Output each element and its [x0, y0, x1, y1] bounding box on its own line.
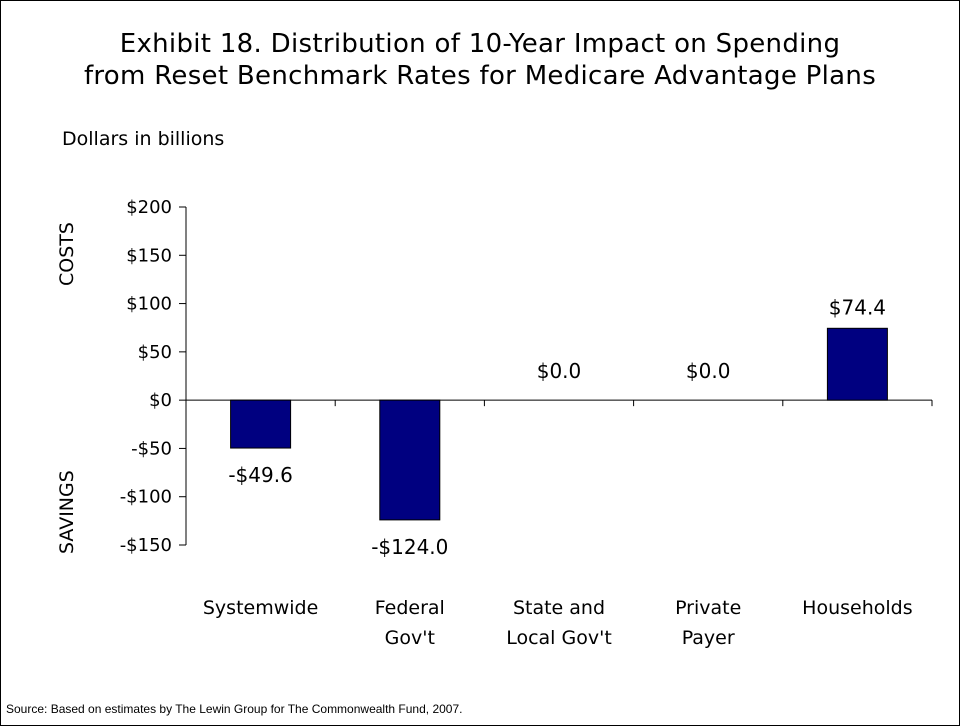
bar	[230, 399, 292, 449]
data-label: $74.4	[829, 295, 886, 319]
chart-bars	[230, 327, 888, 521]
chart-title: Exhibit 18. Distribution of 10-Year Impa…	[0, 28, 960, 92]
chart-axes: $200 $150 $100 $50 $0 -$50 -$100 -$150	[120, 197, 933, 556]
chart-labels: -$49.6 Systemwide -$124.0 Federal Gov't $0.0 S…	[203, 295, 913, 649]
y-tick-label: $150	[126, 245, 172, 266]
bar	[379, 399, 441, 521]
y-tick-label: -$50	[131, 438, 172, 459]
x-tick-label: Gov't	[385, 627, 435, 649]
x-tick-label: Households	[802, 597, 912, 619]
y-tick-label: $50	[138, 342, 172, 363]
units-label: Dollars in billions	[62, 128, 225, 150]
x-tick-label: Local Gov't	[506, 627, 612, 649]
chart-title-line-1: Exhibit 18. Distribution of 10-Year Impa…	[119, 29, 841, 59]
y-tick-label: -$150	[120, 535, 172, 556]
source-note: Source: Based on estimates by The Lewin …	[6, 702, 463, 716]
y-tick-label: -$100	[120, 487, 172, 508]
x-tick-label: State and	[513, 597, 605, 619]
y-tick-label: $100	[126, 294, 172, 315]
x-tick-label: Private	[675, 597, 741, 619]
chart-title-line-2: from Reset Benchmark Rates for Medicare …	[83, 61, 877, 91]
data-label: -$49.6	[228, 463, 292, 487]
data-label: $0.0	[537, 359, 582, 383]
x-tick-label: Payer	[682, 627, 735, 649]
data-label: $0.0	[686, 359, 731, 383]
x-tick-label: Federal	[375, 597, 445, 619]
x-tick-label: Systemwide	[203, 597, 318, 619]
data-label: -$124.0	[371, 535, 448, 559]
y-tick-label: $0	[149, 390, 172, 411]
bar	[826, 327, 888, 401]
y-tick-label: $200	[126, 197, 172, 218]
